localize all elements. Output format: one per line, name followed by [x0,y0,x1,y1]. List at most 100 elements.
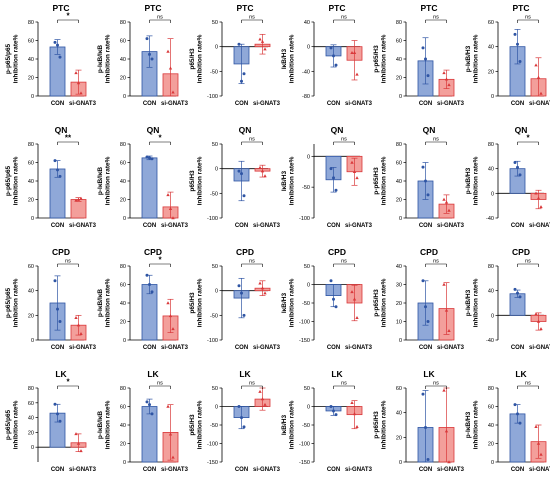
data-point-si-gnat3 [536,441,541,445]
data-point-con [53,159,57,163]
significance-label: ns [433,381,439,387]
data-point-con [513,161,517,164]
data-point-con [518,59,522,63]
data-point-si-gnat3 [447,208,451,212]
data-point-con [240,291,243,295]
y-tick-label: 60 [396,386,402,392]
y-tick-label: 40 [120,57,126,63]
y-axis-label: p-p65/p65inhibition rate% [5,156,20,205]
y-axis-label-line: p-IκB/H3 [465,411,472,438]
x-tick-label-si-gnat3: si-GNAT3 [69,101,97,107]
y-tick-label: 60 [120,39,126,45]
chart-title: LK [423,369,435,379]
chart-panel-14: CPD p-IκB/IκBinhibition rate% 0 20 40 60 80 * CO… [97,247,189,351]
data-point-si-gnat3 [258,165,262,169]
data-point-con [424,57,427,61]
y-axis-label-line: p-p65/p65 [5,165,12,196]
chart-panel-18: CPD p-IκB/H3inhibition rate% -40 0 40 80 ns CON… [465,247,550,351]
y-axis-label: p65/H3inhibition rate% [189,400,204,449]
x-tick-label-si-gnat3: si-GNAT3 [345,467,373,473]
y-tick-label: 20 [120,442,126,448]
y-tick-label: 80 [120,386,126,392]
data-point-con [329,279,333,283]
x-tick-label-si-gnat3: si-GNAT3 [529,345,550,351]
data-point-si-gnat3 [168,206,173,210]
data-point-con [426,458,430,462]
y-axis-label-line: inhibition rate% [197,34,204,83]
x-tick-label-con: CON [51,101,64,107]
data-point-si-gnat3 [258,281,262,285]
y-tick-label: -40 [302,69,310,75]
y-tick-label: 40 [120,301,126,307]
data-point-si-gnat3 [355,176,359,180]
y-tick-label: 0 [215,289,218,295]
data-point-con [242,72,246,76]
y-tick-label: 0 [123,338,126,344]
data-point-con [334,305,338,309]
y-tick-label: 50 [212,386,218,392]
chart-title: LK [239,369,251,379]
x-tick-label-con: CON [327,345,340,351]
chart-title: LK [331,369,343,379]
significance-label: ns [341,381,347,387]
data-point-con [150,290,154,294]
y-tick-label: 40 [396,179,402,185]
chart-panel-16: CPD IκB/H3inhibition rate% -150 -100 -50 0 50 n… [281,247,373,351]
y-axis-label: p-IκB/IκBinhibition rate% [97,156,112,205]
y-tick-label: 80 [120,142,126,148]
data-point-si-gnat3 [444,429,449,433]
y-tick-label: 80 [396,20,402,26]
y-tick-label: 60 [488,20,494,26]
chart-title: CPD [512,247,530,257]
y-tick-label: -50 [302,423,310,429]
y-tick-label: 60 [28,401,34,407]
y-tick-label: 40 [396,57,402,63]
data-point-si-gnat3 [539,327,543,331]
y-tick-label: 50 [212,142,218,148]
data-point-si-gnat3 [168,314,173,318]
data-point-con [237,284,241,288]
y-axis-label-line: p-IκB/H3 [465,45,472,72]
y-tick-label: 20 [28,313,34,319]
data-point-si-gnat3 [442,197,446,201]
data-point-con [148,156,151,160]
y-tick-label: 0 [307,283,310,289]
y-tick-label: -40 [486,216,494,222]
x-tick-label-si-gnat3: si-GNAT3 [529,101,550,107]
y-axis-label-line: inhibition rate% [381,278,388,327]
chart-panel-13: CPD p-p65/p65inhibition rate% 0 20 40 60 ns CON… [5,247,97,351]
y-tick-label: 40 [488,423,494,429]
x-tick-label-si-gnat3: si-GNAT3 [437,467,465,473]
y-tick-label: 0 [307,45,310,51]
y-tick-label: 40 [28,289,34,295]
data-point-con [145,155,149,159]
data-point-si-gnat3 [447,83,451,87]
y-tick-label: -50 [302,185,310,191]
y-tick-label: -50 [210,313,218,319]
data-point-si-gnat3 [352,51,357,55]
data-point-con [58,419,62,423]
y-axis-label-line: p-p65/p65 [5,409,12,440]
chart-panel-5: PTC p-p65/H3inhibition rate% 0 20 40 60 80 ns CO… [373,3,465,107]
data-point-si-gnat3 [171,216,175,220]
data-point-si-gnat3 [260,397,265,401]
y-tick-label: 0 [215,167,218,173]
y-tick-label: 50 [212,20,218,26]
x-tick-label-con: CON [419,345,432,351]
y-axis-label-line: p65/H3 [189,48,196,70]
x-tick-label-si-gnat3: si-GNAT3 [437,223,465,229]
significance-label: ns [433,137,439,143]
y-axis-label-line: inhibition rate% [473,34,480,83]
significance-label: ns [249,259,255,265]
data-point-con [424,425,427,429]
y-tick-label: 40 [28,179,34,185]
chart-panel-9: QN p65/H3inhibition rate% -100 -50 0 50 ns CON s… [189,125,281,229]
y-axis-label-line: IκB/H3 [281,171,288,192]
y-tick-label: 20 [396,435,402,441]
y-tick-label: 20 [28,430,34,436]
data-point-si-gnat3 [260,169,265,173]
y-tick-label: 40 [304,20,310,26]
data-point-si-gnat3 [76,81,81,85]
y-tick-label: 0 [31,216,34,222]
significance-label: ns [65,259,71,265]
